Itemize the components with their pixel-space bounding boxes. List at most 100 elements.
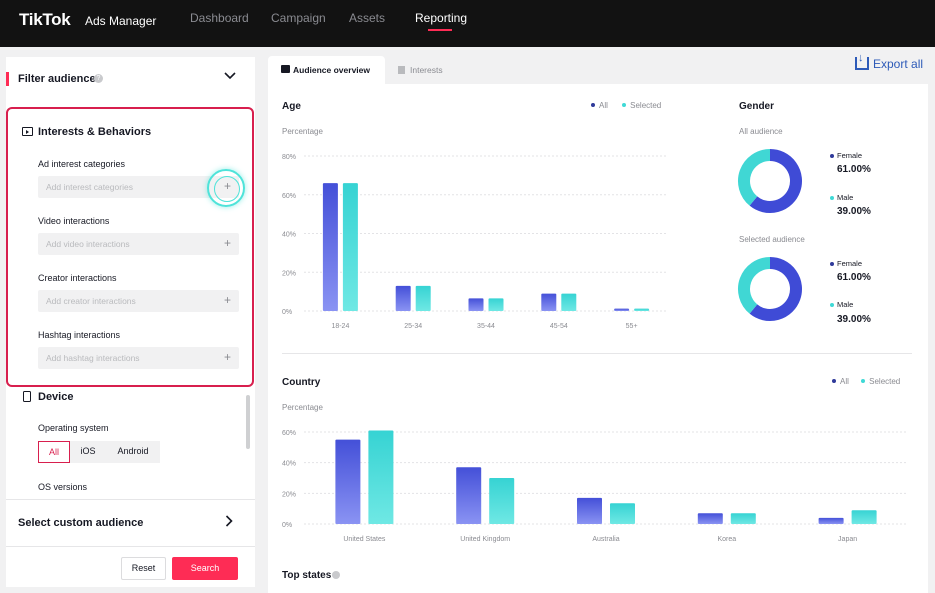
operating-system-label: Operating system [38,423,109,433]
bar-all [322,183,338,311]
plus-icon[interactable]: + [223,350,231,364]
all-audience-label: All audience [739,127,783,136]
filter-audience-header[interactable]: Filter audience ? [6,57,255,101]
os-option-all[interactable]: All [38,441,70,463]
os-option-ios[interactable]: iOS [70,441,106,463]
filter-panel: Filter audience ? Interests & Behaviors … [6,57,255,587]
os-versions-label: OS versions [38,482,88,492]
filter-audience-title: Filter audience [18,73,96,85]
top-nav: TikTok Ads Manager Dashboard Campaign As… [0,0,935,47]
nav-reporting[interactable]: Reporting [415,11,468,25]
video-play-icon [22,127,33,136]
export-all-label: Export all [873,57,924,71]
tiktok-logo[interactable]: TikTok [19,10,71,29]
country-legend: All Selected [832,377,900,386]
y-tick-label: 0% [282,309,292,316]
select-custom-audience[interactable]: Select custom audience [18,517,144,529]
creator-interactions-input[interactable]: Add creator interactions + [38,290,239,312]
selected-audience-label: Selected audience [739,235,805,244]
bar-selected [415,285,431,311]
donut-slice-female [749,149,802,213]
x-tick-label: 55+ [626,323,638,330]
y-tick-label: 40% [282,461,296,468]
plus-icon[interactable]: + [223,236,231,250]
y-tick-label: 20% [282,270,296,277]
age-bar-chart: 0% 20% 40% 60% 80% 18-24 25-34 35-44 45-54 55+ [282,154,668,330]
donut-slice-male [738,257,771,314]
legend-selected: Selected [630,101,662,110]
bar-selected [851,510,877,524]
male-label: Male [837,300,854,309]
bar-selected [634,308,650,311]
y-tick-label: 0% [282,522,292,529]
male-key-all: Male [830,193,853,202]
nav-dashboard[interactable]: Dashboard [190,11,249,25]
video-interactions-placeholder: Add video interactions [46,239,130,249]
female-dot [830,262,834,267]
x-tick-label: 45-54 [550,323,568,330]
divider [6,499,255,500]
bar-selected [342,183,358,311]
interests-behaviors-section: Interests & Behaviors Ad interest catego… [6,107,254,387]
export-all-button[interactable]: Export all [855,52,924,71]
male-key-selected: Male [830,300,853,309]
bar-all [468,298,484,311]
creator-interactions-label: Creator interactions [38,273,117,283]
bar-all [697,513,723,524]
legend-selected: Selected [869,377,901,386]
ad-interest-label: Ad interest categories [38,159,126,169]
bar-selected [561,293,577,311]
tab-audience-overview[interactable]: Audience overview [268,56,385,84]
bar-selected [489,478,515,524]
ad-interest-placeholder: Add interest categories [46,182,133,192]
legend-all: All [840,377,849,386]
help-icon[interactable] [332,571,340,579]
bar-all [395,285,411,311]
hashtag-interactions-input[interactable]: Add hashtag interactions + [38,347,239,369]
video-interactions-input[interactable]: Add video interactions + [38,233,239,255]
plus-icon[interactable]: + [223,293,231,307]
bar-all [614,308,630,311]
x-tick-label: Australia [592,536,619,543]
os-option-android[interactable]: Android [106,441,160,463]
chevron-right-icon[interactable] [225,514,233,530]
y-tick-label: 20% [282,491,296,498]
legend-dot-selected [622,103,627,108]
age-legend: All Selected [591,101,661,110]
download-icon [855,52,869,70]
y-tick-label: 60% [282,430,296,437]
tab-interests-label: Interests [410,65,443,75]
legend-dot-selected [861,379,866,384]
country-y-label: Percentage [282,403,323,412]
donut-slice-male [738,149,771,206]
nav-assets[interactable]: Assets [349,11,386,25]
video-interactions-label: Video interactions [38,216,110,226]
age-y-label: Percentage [282,127,323,136]
x-tick-label: 18-24 [331,323,349,330]
gender-donut-all [738,149,802,213]
search-button[interactable]: Search [172,557,238,580]
reset-button[interactable]: Reset [121,557,166,580]
top-states-title: Top states [282,570,332,581]
panel-scrollbar[interactable] [246,395,250,449]
male-value-selected: 39.00% [837,314,871,325]
bar-all [456,467,482,524]
nav-campaign[interactable]: Campaign [271,11,326,25]
y-tick-label: 60% [282,193,296,200]
help-icon[interactable]: ? [94,74,103,83]
chevron-down-icon[interactable] [224,69,236,83]
y-tick-label: 40% [282,232,296,239]
active-nav-indicator [428,29,452,31]
country-bar-chart: 0% 20% 40% 60% United States United Kingdom Au… [282,430,908,543]
female-label: Female [837,259,863,268]
age-chart-title: Age [282,101,301,112]
creator-interactions-placeholder: Add creator interactions [46,296,136,306]
ads-manager-label: Ads Manager [85,14,157,28]
accent-bar [6,72,9,86]
interests-behaviors-title: Interests & Behaviors [38,126,152,138]
tab-interests[interactable]: Interests [398,65,443,75]
x-tick-label: Japan [838,536,857,543]
hashtag-interactions-placeholder: Add hashtag interactions [46,353,140,363]
male-dot [830,196,834,201]
plus-highlight-ring [207,169,245,207]
